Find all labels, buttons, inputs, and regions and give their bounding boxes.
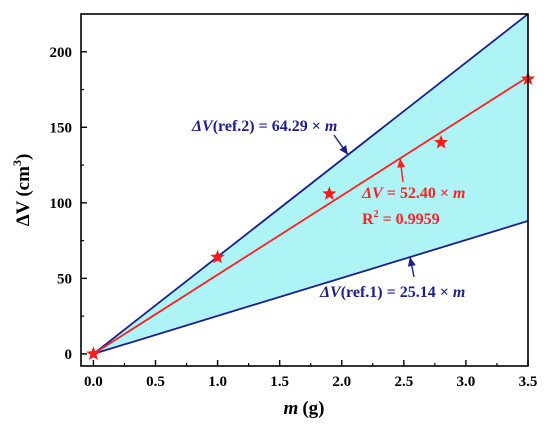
- annotation-ref2: ΔV(ref.2) = 64.29 × m: [191, 118, 337, 135]
- x-tick-label-2: 1.0: [208, 374, 227, 390]
- annotation-ref1-var: m: [453, 284, 465, 301]
- x-tick-label-1: 0.5: [146, 374, 165, 390]
- y-tick-label-1: 50: [57, 271, 72, 287]
- x-tick-label-5: 2.5: [394, 374, 413, 390]
- y-tick-label-0: 0: [65, 347, 73, 363]
- arrow-fit-head: [397, 158, 406, 168]
- y-tick-label-3: 150: [50, 120, 73, 136]
- x-axis-title-unit: (g): [302, 398, 324, 419]
- annotation-fit-mid: = 52.40 ×: [383, 185, 453, 202]
- x-tick-label-4: 2.0: [332, 374, 351, 390]
- data-point-3: [433, 134, 449, 149]
- x-tick-label-0: 0.0: [84, 374, 103, 390]
- arrow-ref2-head: [339, 145, 348, 155]
- y-tick-label-4: 200: [50, 45, 73, 61]
- data-point-2: [322, 186, 337, 200]
- annotation-fit-var: m: [453, 185, 465, 202]
- annotation-ref2-var: m: [325, 118, 337, 135]
- x-tick-label-7: 3.5: [519, 374, 538, 390]
- annotation-ref1: ΔV(ref.1) = 25.14 × m: [319, 284, 465, 301]
- line-ref1: [93, 220, 528, 355]
- annotation-fit-r2-sup: 2: [374, 209, 379, 220]
- annotation-fit: ΔV = 52.40 × m: [361, 185, 465, 202]
- y-axis-title-unit-open: (cm: [13, 166, 34, 197]
- x-tick-label-3: 1.5: [270, 374, 289, 390]
- y-axis-title-symbol: ΔV: [13, 200, 34, 226]
- annotation-fit-r2-rhs: = 0.9959: [379, 211, 440, 228]
- annotation-fit-lhs: ΔV: [361, 185, 384, 202]
- annotation-ref1-lhs: ΔV: [319, 284, 342, 301]
- y-axis-title-unit-sup: 3: [10, 160, 24, 166]
- data-point-0: [86, 346, 101, 360]
- arrow-ref1-head: [407, 257, 416, 267]
- annotation-fit-r2-lhs: R: [362, 211, 374, 228]
- y-axis-title: ΔV (cm3): [10, 154, 34, 227]
- annotation-ref1-mid: (ref.1) = 25.14 ×: [341, 284, 453, 301]
- data-point-1: [210, 249, 225, 264]
- x-axis-title-symbol: m: [284, 398, 299, 419]
- y-tick-label-2: 100: [50, 196, 73, 212]
- x-axis-title: m (g): [284, 398, 325, 419]
- line-fit: [92, 76, 528, 355]
- annotation-ref2-mid: (ref.2) = 64.29 ×: [213, 118, 325, 135]
- annotation-fit-r2: R2 = 0.9959: [362, 209, 440, 228]
- x-tick-label-6: 3.0: [457, 374, 476, 390]
- line-ref2: [92, 14, 528, 355]
- annotation-ref2-lhs: ΔV: [191, 118, 214, 135]
- plot-frame: [80, 13, 529, 367]
- y-axis-title-unit-close: ): [13, 154, 34, 160]
